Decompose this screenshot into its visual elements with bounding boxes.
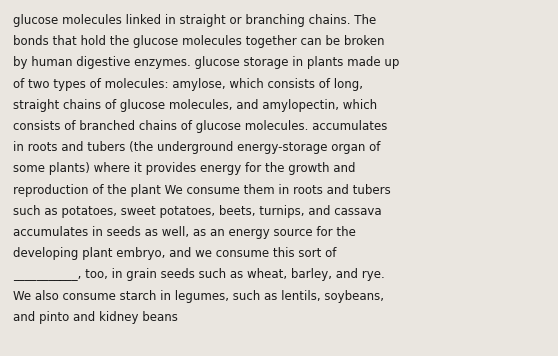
Text: such as potatoes, sweet potatoes, beets, turnips, and cassava: such as potatoes, sweet potatoes, beets,… (13, 205, 382, 218)
Text: developing plant embryo, and we consume this sort of: developing plant embryo, and we consume … (13, 247, 336, 260)
Text: and pinto and kidney beans: and pinto and kidney beans (13, 311, 178, 324)
Text: We also consume starch in legumes, such as lentils, soybeans,: We also consume starch in legumes, such … (13, 289, 384, 303)
Text: some plants) where it provides energy for the growth and: some plants) where it provides energy fo… (13, 162, 355, 176)
Text: in roots and tubers (the underground energy-storage organ of: in roots and tubers (the underground ene… (13, 141, 381, 154)
Text: bonds that hold the glucose molecules together can be broken: bonds that hold the glucose molecules to… (13, 35, 384, 48)
Text: by human digestive enzymes. glucose storage in plants made up: by human digestive enzymes. glucose stor… (13, 56, 400, 69)
Text: glucose molecules linked in straight or branching chains. The: glucose molecules linked in straight or … (13, 14, 376, 27)
Text: straight chains of glucose molecules, and amylopectin, which: straight chains of glucose molecules, an… (13, 99, 377, 112)
Text: reproduction of the plant We consume them in roots and tubers: reproduction of the plant We consume the… (13, 184, 391, 197)
Text: accumulates in seeds as well, as an energy source for the: accumulates in seeds as well, as an ener… (13, 226, 356, 239)
Text: of two types of molecules: amylose, which consists of long,: of two types of molecules: amylose, whic… (13, 78, 363, 90)
Text: ___________, too, in grain seeds such as wheat, barley, and rye.: ___________, too, in grain seeds such as… (13, 268, 385, 281)
Text: consists of branched chains of glucose molecules. accumulates: consists of branched chains of glucose m… (13, 120, 387, 133)
